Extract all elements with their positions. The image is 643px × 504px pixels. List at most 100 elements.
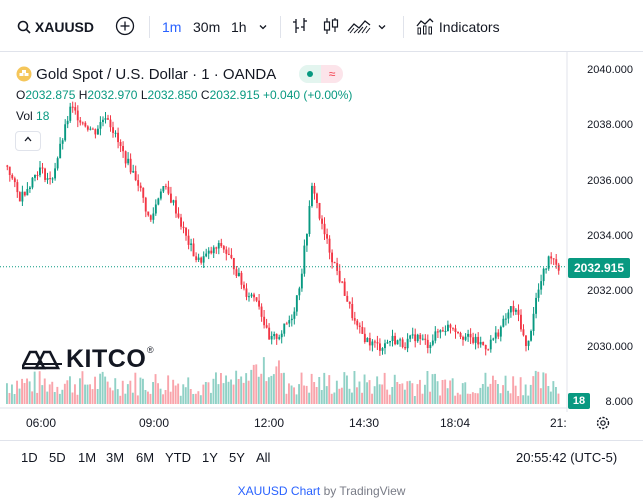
candle [250,294,253,297]
volume-bar [534,370,537,404]
volume-bar [373,386,376,404]
footer-attribution: XAUUSD Chart by TradingView [0,484,643,498]
volume-bar [257,376,260,404]
bar-style-area[interactable] [346,16,372,38]
range-5d[interactable]: 5D [49,450,66,465]
candle [439,330,442,333]
legend-title[interactable]: Gold Spot / U.S. Dollar · 1 · OANDA [16,66,276,83]
gear-icon[interactable] [595,415,611,431]
bar-style-bars[interactable] [290,16,310,38]
candle [452,327,454,329]
volume-bar [212,378,215,404]
volume-bar [111,390,114,404]
range-5y[interactable]: 5Y [229,450,245,465]
candle [547,256,550,269]
volume-bar [555,387,557,404]
volume-bar [522,395,525,404]
volume-bar [431,374,434,404]
candle [109,119,112,128]
volume-bar [557,393,560,404]
volume-bar [386,389,389,404]
candle [396,340,399,345]
interval-30m[interactable]: 30m [193,19,221,35]
candle [368,338,371,346]
volume-bar [106,381,109,404]
chart-link[interactable]: XAUUSD Chart [237,484,321,498]
indicators-button[interactable]: Indicators [415,16,500,38]
volume-bar [169,391,172,404]
ohlc-values: O2032.875 H2032.970 L2032.850 C2032.915 … [16,88,352,102]
symbol-search[interactable]: XAUUSD [17,16,94,38]
range-1y[interactable]: 1Y [202,450,218,465]
volume-bar [210,392,212,404]
volume-bar [549,391,552,404]
volume-bar [121,380,124,404]
candle [248,296,250,298]
volume-bar [245,373,248,404]
candle [318,203,321,219]
volume-bar [18,388,21,404]
volume-bar [192,394,195,404]
candle [308,206,311,234]
candle [515,309,517,312]
volume-bar [202,384,205,404]
collapse-legend-button[interactable] [15,131,41,151]
chart-type-dropdown[interactable] [377,16,387,38]
candle [255,297,258,301]
candle [86,126,89,130]
range-6m[interactable]: 6M [136,450,155,465]
candle [34,175,36,178]
range-3m[interactable]: 3M [106,450,125,465]
volume-bar [76,394,79,404]
candle [253,294,255,298]
volume-bar [177,383,180,404]
compare-button[interactable] [115,16,135,38]
candle [6,165,9,167]
candle [51,178,54,180]
candle [61,140,64,144]
candle [23,191,26,196]
clock-timezone[interactable]: 20:55:42 (UTC-5) [516,450,618,465]
price-tick: 2040.000 [587,64,633,76]
interval-1h[interactable]: 1h [231,19,247,35]
candle [175,200,177,214]
candle [467,333,469,337]
candle [414,334,417,342]
candle [205,253,208,257]
volume-bar [227,381,230,404]
candle [441,330,444,332]
interval-dropdown[interactable] [258,16,268,38]
candle [552,258,555,260]
candle [502,318,505,327]
interval-1m[interactable]: 1m [162,19,182,35]
market-status[interactable]: ≈ [299,65,343,83]
volume-bar [323,372,326,404]
price-chart[interactable] [0,52,643,412]
candle [472,337,475,343]
volume-bar [497,384,499,404]
volume-bar [517,396,520,404]
candle [499,326,502,337]
candle [447,324,449,332]
add-symbol-icon [115,16,135,36]
candle [41,167,44,169]
candle [59,143,62,159]
candle [243,284,245,289]
candle [202,256,205,263]
bar-style-candles[interactable] [321,16,341,38]
volume-bar [197,391,200,404]
candle [431,340,434,345]
range-1m[interactable]: 1M [78,450,97,465]
candle [356,320,359,326]
candle [81,122,84,124]
volume-bar [38,371,41,404]
volume-bar [134,372,137,404]
price-tick: 2036.000 [587,175,633,187]
volume-bar [320,390,323,404]
range-all[interactable]: All [256,450,271,465]
range-ytd[interactable]: YTD [165,450,191,465]
volume-bar [476,393,479,404]
candle [527,340,530,346]
tradingview-credit[interactable]: by TradingView [323,484,406,498]
range-1d[interactable]: 1D [21,450,38,465]
